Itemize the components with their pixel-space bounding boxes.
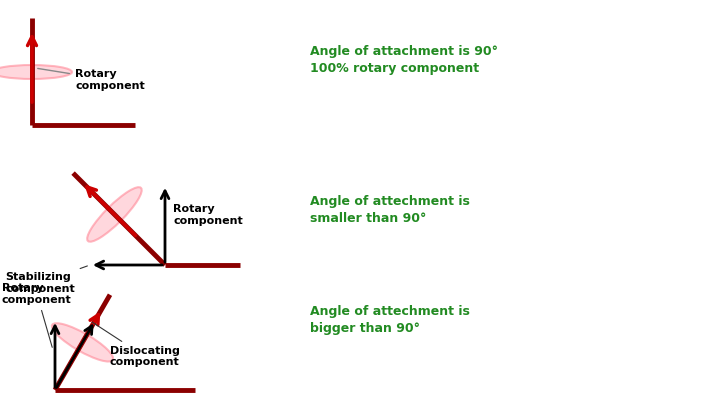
Text: Rotary
component: Rotary component: [38, 68, 145, 91]
Text: Angle of attechment is
bigger than 90°: Angle of attechment is bigger than 90°: [310, 305, 470, 335]
Text: Stabilizing
component: Stabilizing component: [5, 266, 88, 294]
Text: Angle of attachment is 90°
100% rotary component: Angle of attachment is 90° 100% rotary c…: [310, 45, 498, 75]
Ellipse shape: [0, 65, 72, 79]
Text: Angle of attechment is
smaller than 90°: Angle of attechment is smaller than 90°: [310, 195, 470, 225]
Text: Dislocating
component: Dislocating component: [92, 322, 180, 367]
Ellipse shape: [52, 323, 113, 362]
Text: Rotary
component: Rotary component: [2, 283, 72, 347]
Text: Rotary
component: Rotary component: [173, 204, 242, 226]
Ellipse shape: [87, 187, 142, 242]
